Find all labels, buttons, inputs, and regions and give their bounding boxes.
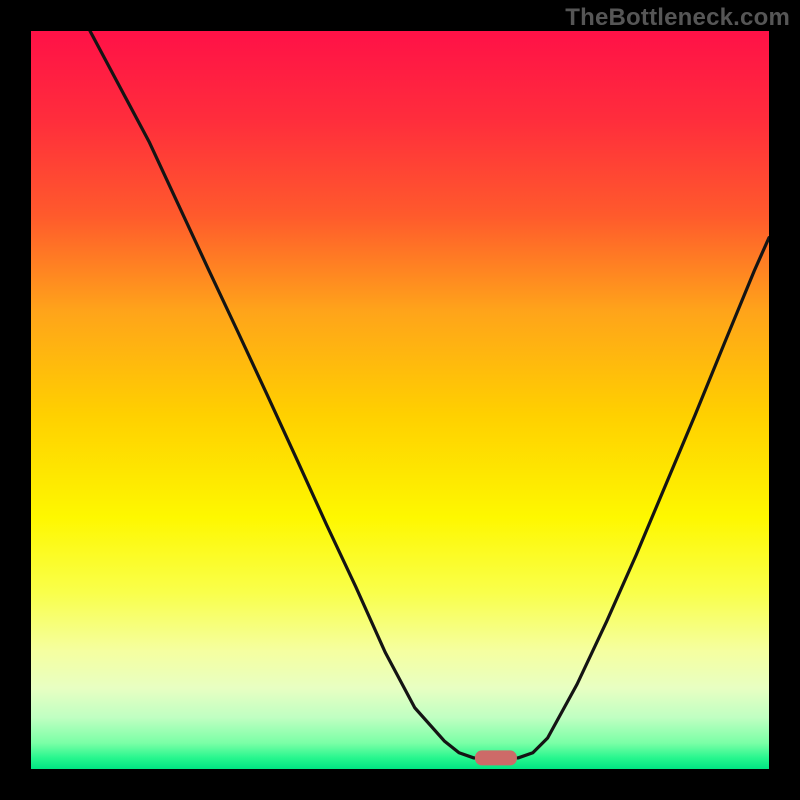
plot-svg — [31, 31, 769, 769]
optimal-marker — [475, 750, 517, 765]
plot-area — [31, 31, 769, 769]
chart-frame: TheBottleneck.com — [0, 0, 800, 800]
gradient-background — [31, 31, 769, 769]
watermark-text: TheBottleneck.com — [565, 4, 790, 32]
